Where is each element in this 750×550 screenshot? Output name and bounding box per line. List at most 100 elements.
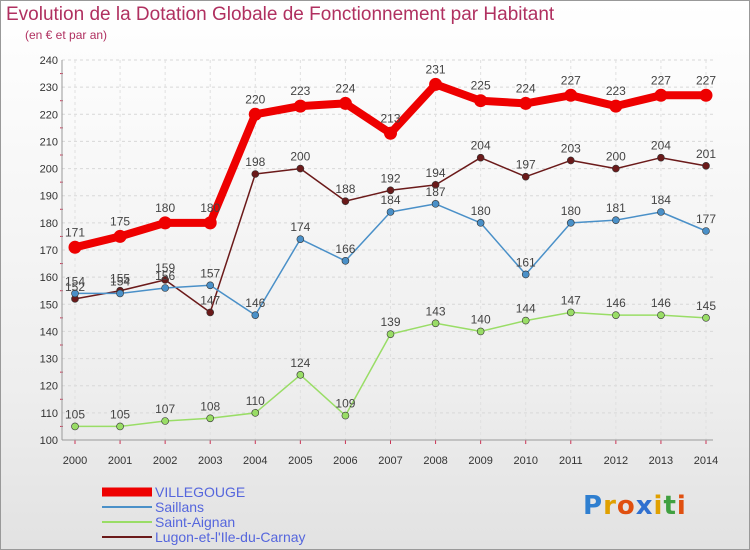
data-point (566, 156, 575, 165)
x-tick-label: 2004 (243, 455, 267, 467)
gridlines (62, 59, 713, 441)
data-label: 223 (290, 84, 310, 98)
data-point (521, 270, 530, 279)
data-label: 225 (471, 79, 491, 93)
x-tick-label: 2003 (198, 455, 222, 467)
x-tick-label: 2000 (63, 455, 87, 467)
data-point (296, 164, 305, 173)
data-point (476, 219, 485, 227)
data-label: 227 (651, 73, 671, 87)
data-label: 157 (200, 266, 220, 280)
data-point (161, 276, 169, 284)
data-label: 201 (696, 147, 716, 161)
data-label: 143 (426, 304, 446, 318)
data-label: 204 (471, 139, 491, 153)
data-point (158, 216, 172, 230)
data-point (429, 77, 443, 91)
legend: VILLEGOUGESaillansSaint-AignanLugon-et-l… (102, 484, 306, 545)
data-point (654, 88, 668, 102)
x-tick-label: 2011 (559, 455, 583, 467)
data-label: 188 (335, 182, 355, 196)
data-label: 152 (65, 280, 85, 294)
data-label: 181 (606, 201, 626, 215)
data-point (251, 311, 260, 319)
data-point (251, 409, 260, 417)
data-label: 224 (516, 81, 536, 95)
data-point (386, 208, 395, 216)
data-point (612, 216, 620, 224)
data-point (296, 371, 305, 379)
data-label: 180 (155, 201, 175, 215)
y-tick-label: 140 (40, 326, 58, 338)
data-point (657, 311, 665, 319)
legend-label: VILLEGOUGE (155, 484, 245, 500)
data-label: 192 (380, 171, 400, 185)
data-label: 227 (696, 73, 716, 87)
y-tick-label: 210 (40, 136, 58, 148)
data-label: 220 (245, 92, 265, 106)
data-label: 171 (65, 225, 85, 239)
data-label: 139 (380, 315, 400, 329)
data-label: 147 (200, 293, 220, 307)
data-label: 175 (110, 214, 130, 228)
data-label: 107 (155, 402, 175, 416)
data-point (206, 281, 215, 290)
data-label: 180 (561, 204, 581, 218)
data-label: 227 (561, 73, 581, 87)
x-tick-label: 2012 (604, 455, 628, 467)
y-tick-label: 240 (40, 55, 58, 67)
y-tick-label: 160 (40, 272, 58, 284)
data-label: 124 (290, 356, 310, 370)
data-label: 187 (426, 185, 446, 199)
chart-title: Evolution de la Dotation Globale de Fonc… (6, 4, 555, 25)
data-points (68, 77, 713, 431)
chart-subtitle: (en € et par an) (25, 28, 108, 42)
data-point (161, 417, 169, 425)
data-point (71, 289, 79, 298)
y-tick-label: 110 (40, 408, 58, 420)
data-label: 198 (245, 155, 265, 169)
data-label: 146 (606, 296, 626, 310)
data-point (431, 319, 440, 328)
data-point (248, 107, 262, 121)
data-point (521, 172, 530, 181)
data-labels: 152 155 159 147 198 200 188 192 194 204 197 203 200 2… (65, 62, 716, 421)
x-tick-label: 2005 (288, 455, 312, 467)
data-label: 156 (155, 269, 175, 283)
data-label: 109 (335, 397, 355, 411)
data-point (476, 327, 485, 336)
data-label: 146 (245, 296, 265, 310)
y-tick-label: 220 (40, 109, 58, 121)
data-label: 184 (380, 193, 400, 207)
y-tick-label: 190 (40, 191, 58, 203)
data-label: 155 (110, 272, 130, 286)
axes: 100 110 120 130 140 150 160 170 180 190 200 210 220 2… (40, 55, 719, 467)
data-point (113, 229, 127, 243)
data-label: 105 (110, 407, 130, 421)
data-label: 224 (335, 81, 355, 95)
x-tick-label: 2001 (108, 455, 132, 467)
y-tick-label: 180 (40, 218, 58, 230)
data-label: 105 (65, 407, 85, 421)
data-label: 184 (651, 193, 671, 207)
data-point (431, 181, 440, 189)
data-label: 197 (516, 158, 536, 172)
data-point (657, 153, 665, 162)
y-tick-label: 130 (40, 354, 58, 366)
y-tick-label: 150 (40, 299, 58, 311)
x-tick-label: 2014 (694, 455, 718, 467)
data-point (657, 208, 665, 216)
data-point (519, 96, 533, 110)
data-point (566, 219, 575, 227)
data-label: 159 (155, 261, 175, 275)
y-tick-label: 200 (40, 164, 58, 176)
legend-label: Saillans (155, 499, 204, 515)
data-label: 161 (516, 255, 536, 269)
data-point (702, 162, 710, 170)
data-point (251, 170, 260, 178)
data-label: 223 (606, 84, 626, 98)
y-tick-label: 170 (40, 245, 58, 257)
data-label: 140 (471, 312, 491, 326)
data-point (116, 422, 124, 431)
